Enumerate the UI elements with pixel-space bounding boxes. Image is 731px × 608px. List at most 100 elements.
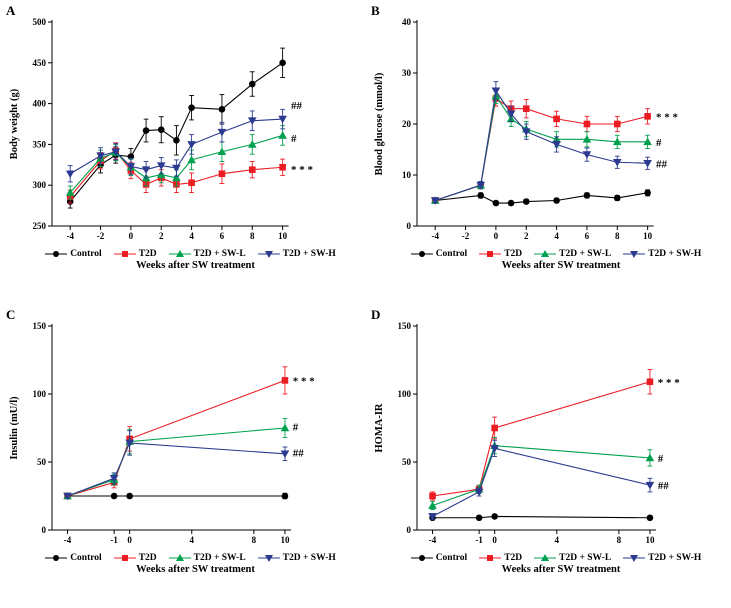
svg-text:* * *: * * * — [658, 377, 681, 389]
legend-item-t2d-sw-h: T2D + SW-H — [257, 553, 336, 563]
svg-text:-1: -1 — [475, 535, 483, 545]
legend-item-t2d-sw-l: T2D + SW-L — [168, 249, 246, 259]
legend-label: T2D + SW-L — [559, 249, 612, 259]
svg-text:2: 2 — [159, 231, 164, 241]
svg-text:400: 400 — [33, 99, 47, 109]
panel-blood-glucose: B 0 10 20 30 40 -4 -2 0 2 4 6 8 10 Blood glucose (mmo… — [365, 0, 731, 304]
svg-text:#: # — [293, 422, 299, 434]
svg-text:4: 4 — [554, 231, 559, 241]
square-marker-icon — [113, 555, 136, 561]
svg-text:-4: -4 — [431, 231, 439, 241]
legend-item-t2d: T2D — [113, 249, 157, 259]
svg-text:##: ## — [656, 158, 668, 170]
circle-marker-icon — [410, 251, 433, 257]
svg-text:500: 500 — [33, 17, 47, 27]
svg-text:10: 10 — [645, 535, 655, 545]
panel-homa-ir: D 0 50 100 150 -4 -1 0 4 8 10 HOMA-IR * * * # ## Cont… — [365, 304, 731, 608]
svg-text:50: 50 — [402, 457, 412, 467]
svg-text:50: 50 — [37, 457, 47, 467]
legend-item-t2d-sw-l: T2D + SW-L — [534, 553, 611, 563]
legend-item-t2d-sw-l: T2D + SW-L — [534, 249, 611, 259]
legend-item-t2d-sw-h: T2D + SW-H — [257, 249, 336, 259]
svg-text:#: # — [658, 453, 664, 465]
svg-text:150: 150 — [33, 321, 47, 331]
triangle-down-marker-icon — [257, 555, 280, 562]
legend-label: T2D + SW-L — [193, 249, 246, 259]
panel-insulin: C 0 50 100 150 -4 -1 0 4 8 10 Insulin (mU/l) * * * #… — [0, 304, 365, 608]
triangle-down-marker-icon — [257, 251, 280, 258]
svg-text:8: 8 — [252, 535, 257, 545]
svg-text:0: 0 — [407, 221, 412, 231]
svg-text:-4: -4 — [429, 535, 437, 545]
legend-item-t2d-sw-h: T2D + SW-H — [623, 553, 701, 563]
legend-label: T2D + SW-L — [559, 553, 612, 563]
svg-text:Body weight (g): Body weight (g) — [9, 88, 20, 159]
legend-item-control: Control — [410, 249, 467, 259]
legend-item-t2d: T2D — [113, 553, 157, 563]
svg-text:6: 6 — [220, 231, 225, 241]
svg-text:8: 8 — [615, 231, 620, 241]
legend-label: Control — [435, 553, 468, 563]
triangle-up-marker-icon — [168, 250, 191, 257]
legend-item-control: Control — [45, 553, 102, 563]
svg-text:6: 6 — [585, 231, 590, 241]
panel-body-weight: A 250 300 350 400 450 500 -4 -2 0 2 4 6 8 10 Body weig… — [0, 0, 365, 304]
svg-text:Blood glucose (mmol/l): Blood glucose (mmol/l) — [374, 72, 385, 175]
svg-text:300: 300 — [33, 180, 47, 190]
svg-text:8: 8 — [617, 535, 622, 545]
svg-text:* * *: * * * — [293, 375, 316, 387]
legend-insulin: Control T2D T2D + SW-L T2D + SW-H — [0, 553, 365, 563]
svg-text:Insulin (mU/l): Insulin (mU/l) — [9, 396, 20, 460]
svg-text:100: 100 — [398, 389, 412, 399]
legend-item-control: Control — [45, 249, 102, 259]
legend-label: Control — [70, 553, 102, 563]
legend-label: T2D + SW-L — [193, 553, 246, 563]
circle-marker-icon — [45, 251, 68, 257]
svg-text:10: 10 — [278, 231, 288, 241]
svg-text:-4: -4 — [66, 231, 74, 241]
legend-label: T2D — [138, 553, 157, 563]
svg-text:10: 10 — [402, 170, 412, 180]
svg-text:8: 8 — [250, 231, 255, 241]
legend-item-t2d: T2D — [479, 553, 522, 563]
svg-text:0: 0 — [407, 525, 412, 535]
x-axis-label-insulin: Weeks after SW treatment — [136, 564, 255, 575]
svg-text:* * *: * * * — [656, 111, 679, 123]
panel-letter-d: D — [371, 307, 381, 322]
svg-text:-2: -2 — [97, 231, 105, 241]
svg-text:2: 2 — [524, 231, 529, 241]
svg-text:##: ## — [291, 100, 303, 112]
triangle-up-marker-icon — [534, 554, 557, 561]
triangle-up-marker-icon — [534, 250, 557, 257]
square-marker-icon — [479, 251, 502, 257]
svg-text:0: 0 — [492, 535, 497, 545]
svg-text:40: 40 — [402, 17, 412, 27]
legend-label: T2D + SW-H — [648, 249, 702, 259]
panel-letter-b: B — [371, 3, 380, 18]
svg-text:0: 0 — [129, 231, 134, 241]
svg-text:* * *: * * * — [291, 164, 314, 176]
svg-text:450: 450 — [33, 58, 47, 68]
legend-label: T2D + SW-H — [648, 553, 702, 563]
legend-item-t2d-sw-h: T2D + SW-H — [623, 249, 701, 259]
svg-text:250: 250 — [33, 221, 47, 231]
panel-letter-c: C — [6, 307, 16, 322]
panel-letter-a: A — [6, 3, 16, 18]
x-axis-label-homa-ir: Weeks after SW treatment — [501, 564, 621, 575]
circle-marker-icon — [45, 555, 68, 561]
svg-text:0: 0 — [494, 231, 499, 241]
svg-text:10: 10 — [643, 231, 653, 241]
svg-text:30: 30 — [402, 68, 412, 78]
legend-label: T2D — [138, 249, 157, 259]
x-axis-label-body-weight: Weeks after SW treatment — [136, 260, 255, 271]
svg-text:#: # — [291, 133, 297, 145]
legend-label: T2D + SW-H — [282, 249, 336, 259]
svg-text:0: 0 — [42, 525, 47, 535]
circle-marker-icon — [410, 555, 433, 561]
legend-label: T2D — [504, 553, 523, 563]
legend-label: T2D + SW-H — [282, 553, 336, 563]
body-weight-chart: 250 300 350 400 450 500 -4 -2 0 2 4 6 8 10 Body weight… — [9, 17, 314, 241]
svg-text:0: 0 — [127, 535, 132, 545]
